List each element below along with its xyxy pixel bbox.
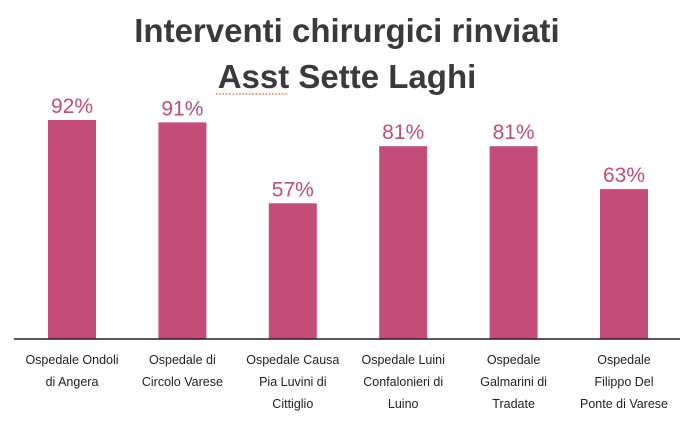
category-label-1: Ospedale Ondoli di Angera bbox=[25, 353, 118, 389]
value-label-5: 81% bbox=[493, 121, 535, 144]
chart-title-line-2: Asst Sette Laghi bbox=[218, 58, 477, 95]
category-label-5: Ospedale Galmarini di Tradate bbox=[480, 353, 547, 411]
category-label-2: Ospedale di Circolo Varese bbox=[142, 353, 223, 389]
bar-4 bbox=[379, 146, 428, 339]
value-labels-group: 92% 91% 57% 81% 81% 63% bbox=[51, 95, 645, 201]
category-label-6: Ospedale Filippo Del Ponte di Varese bbox=[580, 353, 668, 411]
value-label-6: 63% bbox=[603, 164, 645, 187]
category-label-3: Ospedale Causa Pia Luvini di Cittiglio bbox=[246, 353, 339, 411]
category-labels-group: Ospedale Ondoli di Angera Ospedale di Circo… bbox=[25, 353, 668, 411]
value-label-2: 91% bbox=[161, 97, 203, 120]
bars-group bbox=[48, 120, 648, 340]
value-label-1: 92% bbox=[51, 95, 93, 118]
chart-title-line-1: Interventi chirurgici rinviati bbox=[134, 12, 559, 49]
value-label-4: 81% bbox=[382, 121, 424, 144]
bar-6 bbox=[600, 189, 648, 339]
value-label-3: 57% bbox=[272, 178, 314, 201]
bar-3 bbox=[268, 203, 317, 339]
bar-2 bbox=[158, 122, 207, 340]
category-label-4: Ospedale Luini Confalonieri di Luino bbox=[361, 353, 444, 411]
bar-5 bbox=[489, 146, 538, 339]
bar-1 bbox=[48, 120, 96, 339]
